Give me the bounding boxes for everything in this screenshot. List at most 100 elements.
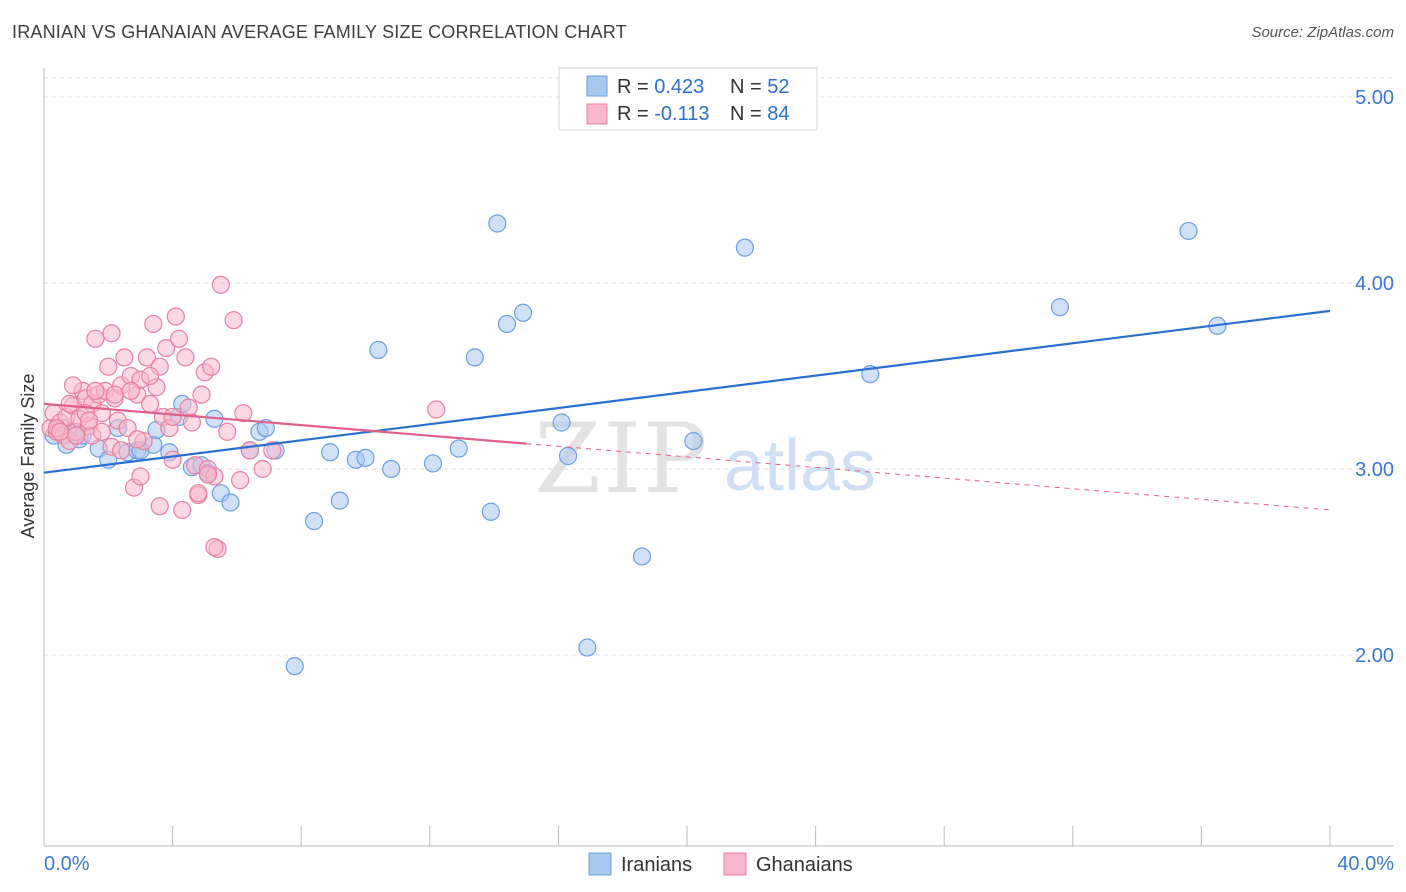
point-ghanaians: [173, 500, 192, 520]
bottom-legend-swatch-ghanaians: [723, 852, 747, 876]
point-ghanaians: [163, 407, 182, 427]
svg-text:R = -0.113: R = -0.113: [617, 103, 709, 125]
point-ghanaians: [67, 426, 86, 445]
bottom-legend-swatch-iranians: [588, 852, 612, 876]
point-iranians: [330, 491, 349, 510]
point-iranians: [632, 547, 652, 566]
series-legend: Iranians Ghanaians: [588, 852, 853, 876]
y-tick-label: 5.00: [1355, 87, 1394, 109]
point-iranians: [221, 493, 240, 512]
point-iranians: [382, 459, 401, 479]
y-tick-label: 3.00: [1355, 459, 1394, 481]
point-ghanaians: [150, 497, 169, 516]
grid-lines: [44, 77, 1394, 656]
point-ghanaians: [63, 376, 83, 395]
x-tick-max: 40.0%: [1337, 853, 1394, 875]
point-iranians: [369, 340, 388, 360]
point-iranians: [488, 214, 507, 233]
point-iranians: [684, 432, 703, 451]
point-ghanaians: [99, 357, 118, 376]
point-ghanaians: [192, 385, 211, 404]
point-ghanaians: [169, 329, 189, 348]
point-iranians: [304, 511, 324, 531]
point-ghanaians: [112, 441, 131, 460]
point-ghanaians: [131, 467, 150, 486]
legend-n-label-2: N =: [730, 103, 767, 125]
point-ghanaians: [427, 400, 446, 419]
x-tick-min: 0.0%: [44, 853, 90, 875]
point-iranians: [256, 418, 275, 438]
point-ghanaians: [92, 422, 111, 441]
point-ghanaians: [189, 484, 208, 503]
point-ghanaians: [182, 413, 201, 432]
point-ghanaians: [86, 329, 105, 348]
point-ghanaians: [121, 381, 140, 400]
point-iranians: [423, 454, 443, 473]
point-ghanaians: [115, 348, 134, 367]
point-ghanaians: [50, 422, 70, 441]
y-tick-label: 4.00: [1355, 273, 1394, 295]
point-iranians: [1050, 298, 1070, 317]
legend-n-value-1: 52: [767, 76, 789, 98]
source-credit: Source: ZipAtlas.com: [1251, 24, 1394, 41]
point-iranians: [578, 638, 597, 657]
point-iranians: [321, 443, 340, 462]
bottom-legend-label-ghanaians: Ghanaians: [756, 854, 853, 876]
point-ghanaians: [176, 348, 195, 367]
point-iranians: [449, 439, 468, 458]
point-iranians: [497, 314, 517, 334]
point-ghanaians: [202, 357, 221, 376]
stats-legend: R = 0.423 N = 52 R = -0.113 N = 84: [558, 67, 818, 131]
point-iranians: [285, 657, 304, 676]
legend-r-value-1: 0.423: [654, 76, 704, 98]
svg-text:N = 84: N = 84: [730, 103, 790, 125]
legend-swatch-ghanaians: [586, 103, 608, 125]
point-iranians: [481, 502, 500, 521]
point-ghanaians: [140, 366, 160, 386]
point-ghanaians: [198, 465, 218, 484]
legend-n-label-1: N =: [730, 76, 767, 98]
chart-title: IRANIAN VS GHANAIAN AVERAGE FAMILY SIZE …: [12, 22, 627, 42]
point-ghanaians: [231, 471, 250, 490]
point-ghanaians: [144, 314, 163, 334]
point-ghanaians: [102, 324, 121, 343]
point-ghanaians: [179, 398, 198, 417]
point-ghanaians: [211, 275, 230, 294]
point-ghanaians: [163, 450, 182, 469]
point-ghanaians: [240, 441, 259, 460]
point-iranians: [356, 448, 375, 467]
point-iranians: [513, 303, 533, 322]
point-ghanaians: [128, 430, 147, 449]
legend-r-value-2: -0.113: [654, 103, 709, 125]
trend-lines: [43, 309, 1331, 511]
point-ghanaians: [79, 411, 99, 430]
trend-extension-ghanaians: [526, 443, 1331, 511]
bottom-legend-label-iranians: Iranians: [621, 854, 692, 876]
axes: 5.00 4.00 3.00 2.00: [43, 68, 1394, 847]
legend-r-label-1: R =: [617, 76, 654, 98]
point-iranians: [558, 446, 578, 466]
point-ghanaians: [60, 394, 79, 413]
point-iranians: [552, 413, 571, 432]
trend-line-ghanaians: [43, 402, 527, 445]
legend-n-value-2: 84: [767, 103, 789, 125]
point-iranians: [735, 238, 754, 257]
point-ghanaians: [86, 381, 105, 400]
svg-text:R = 0.423: R = 0.423: [617, 76, 704, 98]
point-ghanaians: [218, 422, 237, 441]
point-ghanaians: [205, 538, 224, 557]
legend-swatch-iranians: [586, 75, 608, 97]
y-tick-label: 2.00: [1355, 645, 1394, 667]
y-axis-title: Average Family Size: [18, 374, 38, 539]
point-ghanaians: [253, 459, 272, 479]
point-ghanaians: [234, 404, 253, 423]
trend-line-iranians: [43, 309, 1331, 474]
svg-text:N = 52: N = 52: [730, 76, 790, 98]
point-ghanaians: [105, 385, 124, 404]
point-iranians: [465, 348, 484, 367]
point-ghanaians: [140, 394, 160, 413]
legend-r-label-2: R =: [617, 103, 654, 125]
point-ghanaians: [166, 307, 185, 326]
point-iranians: [1179, 221, 1198, 241]
point-ghanaians: [224, 311, 243, 330]
